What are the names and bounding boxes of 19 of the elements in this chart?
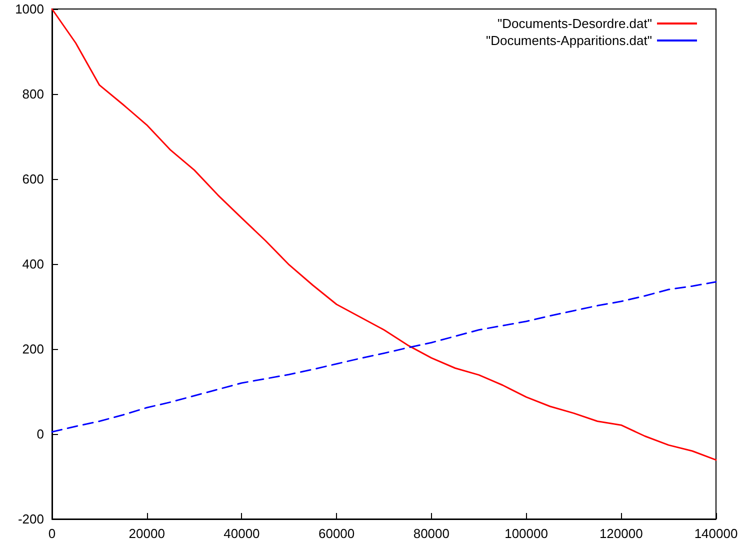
x-tick-label: 20000 <box>128 526 165 541</box>
x-tick-label: 120000 <box>599 526 643 541</box>
x-tick-label: 100000 <box>504 526 548 541</box>
y-tick-label: 400 <box>22 256 44 272</box>
legend-label: "Documents-Apparitions.dat" <box>486 33 652 48</box>
y-tick-label: 800 <box>22 86 44 102</box>
x-tick-label: 80000 <box>413 526 450 541</box>
x-tick-label: 0 <box>48 526 56 541</box>
x-tick-label: 60000 <box>318 526 355 541</box>
y-tick-label: 600 <box>22 172 44 186</box>
line-series <box>51 281 717 433</box>
x-tick-label: 40000 <box>224 526 260 541</box>
y-tick-label: -200 <box>18 512 44 526</box>
x-tick-label: 140000 <box>694 526 738 541</box>
line-series <box>51 8 717 461</box>
y-tick-label: 200 <box>22 342 44 356</box>
legend-label: "Documents-Desordre.dat" <box>498 16 652 31</box>
y-tick-label: 1000 <box>15 2 44 16</box>
y-tick-label: 0 <box>36 426 44 442</box>
